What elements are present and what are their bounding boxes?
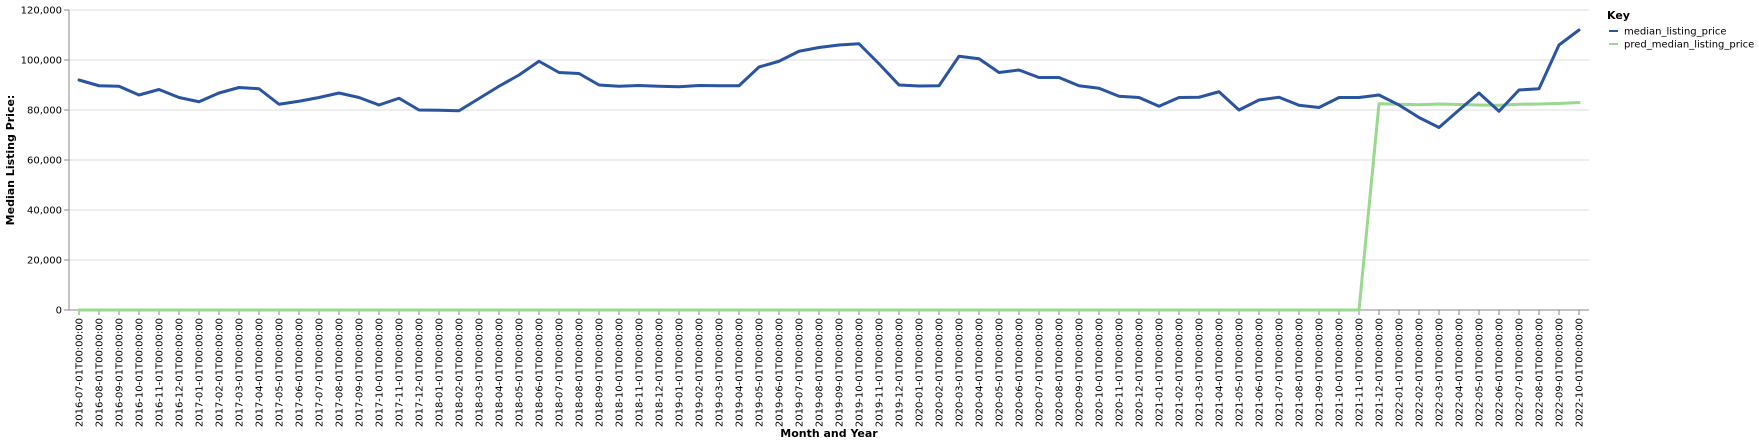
x-tick-label: 2021-05-01T00:00:00 <box>1235 318 1246 427</box>
y-tick-label: 80,000 <box>27 106 62 117</box>
x-tick-label: 2018-01-01T00:00:00 <box>435 318 446 427</box>
x-tick-label: 2020-05-01T00:00:00 <box>995 318 1006 427</box>
x-tick-label: 2016-08-01T00:00:00 <box>95 318 106 427</box>
x-tick-label: 2019-08-01T00:00:00 <box>815 318 826 427</box>
x-tick-label: 2016-07-01T00:00:00 <box>75 318 86 427</box>
x-tick-label: 2021-08-01T00:00:00 <box>1295 318 1306 427</box>
x-tick-label: 2019-05-01T00:00:00 <box>755 318 766 427</box>
x-tick-label: 2022-10-01T00:00:00 <box>1575 318 1586 427</box>
x-tick-label: 2017-04-01T00:00:00 <box>255 318 266 427</box>
x-tick-label: 2020-11-01T00:00:00 <box>1115 318 1126 427</box>
x-tick-label: 2019-06-01T00:00:00 <box>775 318 786 427</box>
x-tick-label: 2016-12-01T00:00:00 <box>175 318 186 427</box>
x-tick-label: 2022-09-01T00:00:00 <box>1555 318 1566 427</box>
x-tick-label: 2018-11-01T00:00:00 <box>635 318 646 427</box>
x-tick-label: 2022-05-01T00:00:00 <box>1475 318 1486 427</box>
series-line-pred-median-listing-price <box>77 101 1581 312</box>
y-tick-label: 120,000 <box>21 6 62 17</box>
x-tick-label: 2021-10-01T00:00:00 <box>1335 318 1346 427</box>
x-tick-label: 2019-12-01T00:00:00 <box>895 318 906 427</box>
x-tick-label: 2018-04-01T00:00:00 <box>495 318 506 427</box>
x-tick-label: 2020-12-01T00:00:00 <box>1135 318 1146 427</box>
legend-items: median_listing_price pred_median_listing_… <box>1609 27 1754 51</box>
x-tick-label: 2020-03-01T00:00:00 <box>955 318 966 427</box>
x-tick-label: 2021-02-01T00:00:00 <box>1175 318 1186 427</box>
x-tick-label: 2022-03-01T00:00:00 <box>1435 318 1446 427</box>
x-tick-label: 2020-09-01T00:00:00 <box>1075 318 1086 427</box>
x-tick-label: 2018-05-01T00:00:00 <box>515 318 526 427</box>
x-tick-label: 2016-10-01T00:00:00 <box>135 318 146 427</box>
x-tick-label: 2020-10-01T00:00:00 <box>1095 318 1106 427</box>
legend: Key median_listing_price pred_median_list… <box>1607 9 1754 51</box>
legend-label: pred_median_listing_price <box>1624 40 1754 51</box>
y-tick-label: 60,000 <box>27 156 62 167</box>
x-tick-label: 2021-09-01T00:00:00 <box>1315 318 1326 427</box>
y-tick-label: 100,000 <box>21 56 62 67</box>
series-lines <box>77 28 1581 312</box>
grid-lines <box>69 9 1589 311</box>
x-tick-label: 2019-01-01T00:00:00 <box>675 318 686 427</box>
x-tick-label: 2018-09-01T00:00:00 <box>595 318 606 427</box>
x-tick-label: 2022-01-01T00:00:00 <box>1395 318 1406 427</box>
x-tick-label: 2017-03-01T00:00:00 <box>235 318 246 427</box>
x-tick-label: 2017-06-01T00:00:00 <box>295 318 306 427</box>
legend-title: Key <box>1607 9 1630 22</box>
x-tick-label: 2017-05-01T00:00:00 <box>275 318 286 427</box>
x-tick-label: 2022-06-01T00:00:00 <box>1495 318 1506 427</box>
x-tick-label: 2020-07-01T00:00:00 <box>1035 318 1046 427</box>
x-tick-label: 2020-01-01T00:00:00 <box>915 318 926 427</box>
x-tick-label: 2022-07-01T00:00:00 <box>1515 318 1526 427</box>
y-tick-label: 40,000 <box>27 206 62 217</box>
x-tick-label: 2016-09-01T00:00:00 <box>115 318 126 427</box>
x-tick-label: 2018-02-01T00:00:00 <box>455 318 466 427</box>
x-tick-label: 2017-02-01T00:00:00 <box>215 318 226 427</box>
x-tick-label: 2017-08-01T00:00:00 <box>335 318 346 427</box>
x-tick-label: 2019-07-01T00:00:00 <box>795 318 806 427</box>
x-tick-label: 2018-06-01T00:00:00 <box>535 318 546 427</box>
x-tick-label: 2016-11-01T00:00:00 <box>155 318 166 427</box>
x-tick-label: 2021-04-01T00:00:00 <box>1215 318 1226 427</box>
x-tick-label: 2021-06-01T00:00:00 <box>1255 318 1266 427</box>
x-tick-label: 2020-04-01T00:00:00 <box>975 318 986 427</box>
x-tick-label: 2021-11-01T00:00:00 <box>1355 318 1366 427</box>
x-tick-label: 2018-07-01T00:00:00 <box>555 318 566 427</box>
x-axis-title: Month and Year <box>780 427 878 440</box>
x-tick-label: 2020-08-01T00:00:00 <box>1055 318 1066 427</box>
y-tick-label: 0 <box>56 306 62 317</box>
x-tick-label: 2018-03-01T00:00:00 <box>475 318 486 427</box>
x-tick-label: 2017-09-01T00:00:00 <box>355 318 366 427</box>
axes: 0 20,000 40,000 60,000 80,000 100,000 120,000 2… <box>21 6 1589 427</box>
x-tick-label: 2018-08-01T00:00:00 <box>575 318 586 427</box>
x-tick-label: 2021-01-01T00:00:00 <box>1155 318 1166 427</box>
x-tick-label: 2017-01-01T00:00:00 <box>195 318 206 427</box>
x-tick-label: 2017-12-01T00:00:00 <box>415 318 426 427</box>
legend-label: median_listing_price <box>1624 27 1727 38</box>
y-tick-label: 20,000 <box>27 256 62 267</box>
x-tick-label: 2022-08-01T00:00:00 <box>1535 318 1546 427</box>
series-line-median-listing-price <box>77 28 1581 129</box>
x-tick-label: 2017-11-01T00:00:00 <box>395 318 406 427</box>
x-tick-label: 2019-10-01T00:00:00 <box>855 318 866 427</box>
x-tick-label: 2021-12-01T00:00:00 <box>1375 318 1386 427</box>
x-tick-label: 2020-02-01T00:00:00 <box>935 318 946 427</box>
x-tick-label: 2018-12-01T00:00:00 <box>655 318 666 427</box>
x-tick-label: 2019-03-01T00:00:00 <box>715 318 726 427</box>
x-tick-label: 2019-02-01T00:00:00 <box>695 318 706 427</box>
x-tick-label: 2019-11-01T00:00:00 <box>875 318 886 427</box>
x-tick-label: 2021-07-01T00:00:00 <box>1275 318 1286 427</box>
x-tick-label: 2018-10-01T00:00:00 <box>615 318 626 427</box>
x-tick-label: 2020-06-01T00:00:00 <box>1015 318 1026 427</box>
x-tick-label: 2022-02-01T00:00:00 <box>1415 318 1426 427</box>
x-tick-label: 2021-03-01T00:00:00 <box>1195 318 1206 427</box>
x-tick-label: 2017-10-01T00:00:00 <box>375 318 386 427</box>
x-tick-label: 2022-04-01T00:00:00 <box>1455 318 1466 427</box>
x-tick-label: 2019-09-01T00:00:00 <box>835 318 846 427</box>
x-tick-label: 2019-04-01T00:00:00 <box>735 318 746 427</box>
x-tick-label: 2017-07-01T00:00:00 <box>315 318 326 427</box>
y-axis-title: Median Listing Price: <box>4 95 17 226</box>
